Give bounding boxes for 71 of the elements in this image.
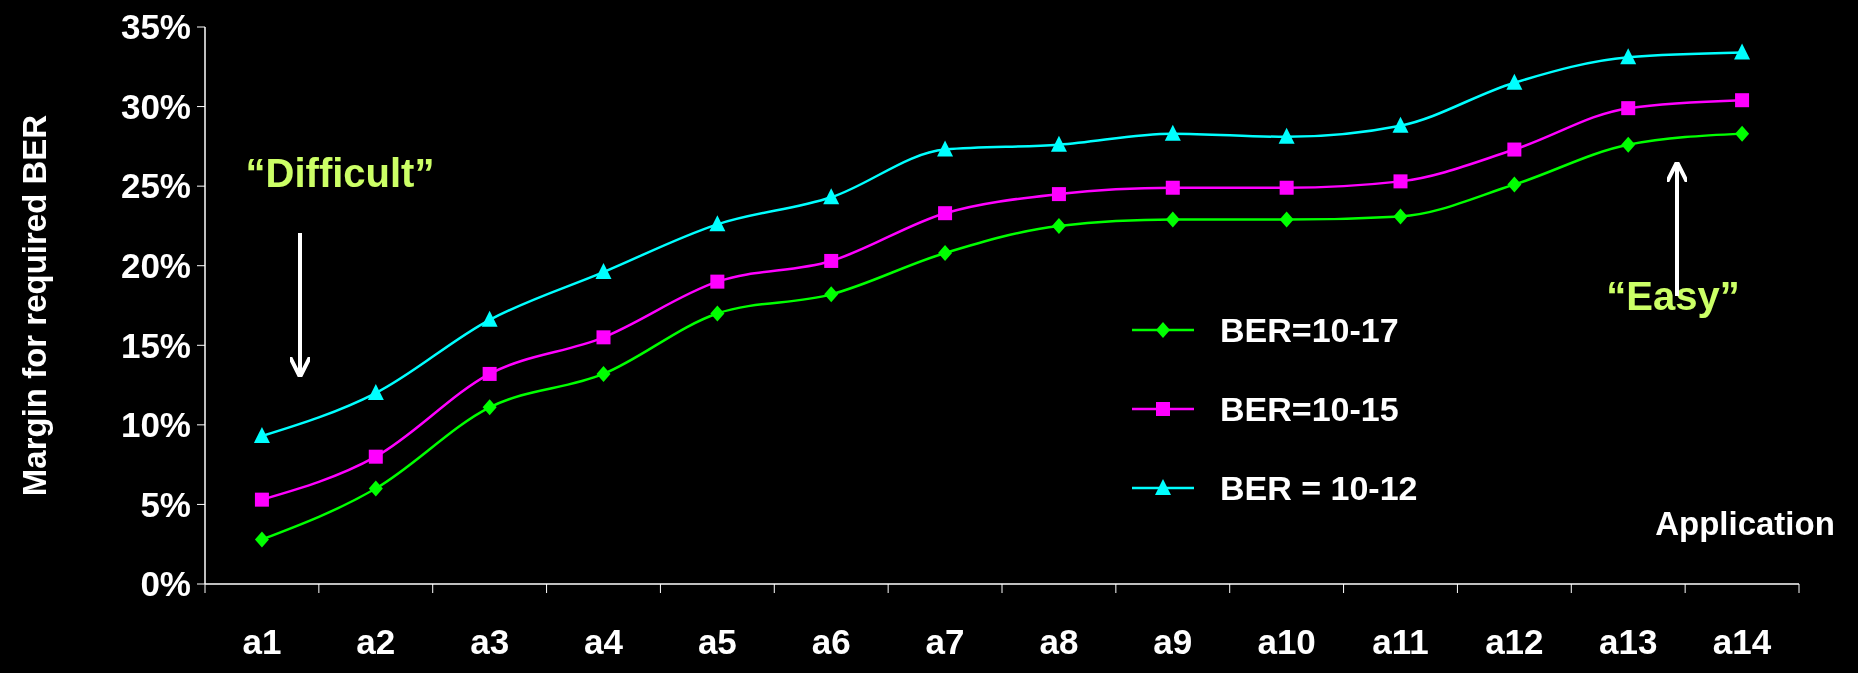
y-axis-title: Margin for required BER — [16, 114, 53, 497]
x-axis-title: Application — [1655, 505, 1835, 542]
point — [824, 253, 839, 268]
point — [938, 244, 953, 261]
point — [938, 206, 953, 221]
point — [937, 140, 954, 157]
point — [595, 263, 612, 280]
annotation: “Difficult” — [245, 151, 435, 195]
point — [1620, 48, 1637, 65]
point — [709, 215, 726, 232]
y-tick-label: 0% — [140, 564, 191, 604]
point — [254, 531, 269, 548]
point — [481, 310, 498, 327]
y-tick-label: 30% — [120, 86, 191, 126]
point — [1506, 73, 1523, 90]
y-tick-label: 25% — [120, 166, 191, 206]
point — [1393, 174, 1408, 189]
point — [1507, 176, 1522, 193]
point — [710, 274, 725, 289]
point — [1165, 211, 1180, 228]
point — [1621, 136, 1636, 153]
point — [1051, 187, 1066, 202]
point — [1279, 211, 1294, 228]
point — [368, 480, 383, 497]
point — [1507, 142, 1522, 157]
y-tick-label: 35% — [120, 7, 191, 47]
y-tick-label: 5% — [140, 484, 191, 524]
point — [823, 188, 840, 205]
legend-label: BER = 10-12 — [1220, 468, 1418, 507]
point — [368, 449, 383, 464]
annotation: “Easy” — [1606, 274, 1740, 318]
point — [1050, 135, 1067, 152]
y-tick-label: 10% — [120, 405, 191, 445]
point — [596, 365, 611, 382]
point — [482, 399, 497, 416]
point — [1734, 43, 1751, 60]
point — [1393, 208, 1408, 225]
point — [1278, 127, 1295, 144]
point — [710, 305, 725, 322]
x-tick-label: a9 — [1153, 622, 1193, 661]
x-tick-label: a8 — [1039, 622, 1079, 661]
point — [1165, 180, 1180, 195]
point — [254, 492, 269, 507]
point — [824, 286, 839, 303]
point — [1735, 125, 1750, 142]
point — [1051, 217, 1066, 234]
x-tick-label: a5 — [697, 622, 737, 661]
point — [1279, 180, 1294, 195]
point — [253, 427, 270, 443]
x-tick-label: a7 — [925, 622, 965, 661]
legend-label: BER=10-17 — [1220, 310, 1399, 349]
x-tick-label: a11 — [1372, 622, 1429, 661]
point — [1621, 101, 1636, 116]
point — [482, 366, 497, 381]
x-tick-label: a6 — [811, 622, 851, 661]
point — [1164, 124, 1181, 141]
point — [367, 384, 384, 401]
y-tick-label: 20% — [120, 245, 191, 285]
point — [596, 330, 611, 345]
x-tick-label: a1 — [242, 622, 282, 661]
x-tick-label: a14 — [1712, 622, 1772, 661]
legend-label: BER=10-15 — [1220, 389, 1399, 428]
point — [1735, 93, 1750, 108]
x-tick-label: a13 — [1599, 622, 1658, 661]
x-tick-label: a2 — [356, 622, 396, 661]
point — [1392, 116, 1409, 133]
x-tick-label: a4 — [584, 622, 624, 661]
x-tick-label: a3 — [470, 622, 510, 661]
y-tick-label: 15% — [120, 325, 191, 365]
x-tick-label: a10 — [1257, 622, 1316, 661]
x-tick-label: a12 — [1485, 622, 1544, 661]
